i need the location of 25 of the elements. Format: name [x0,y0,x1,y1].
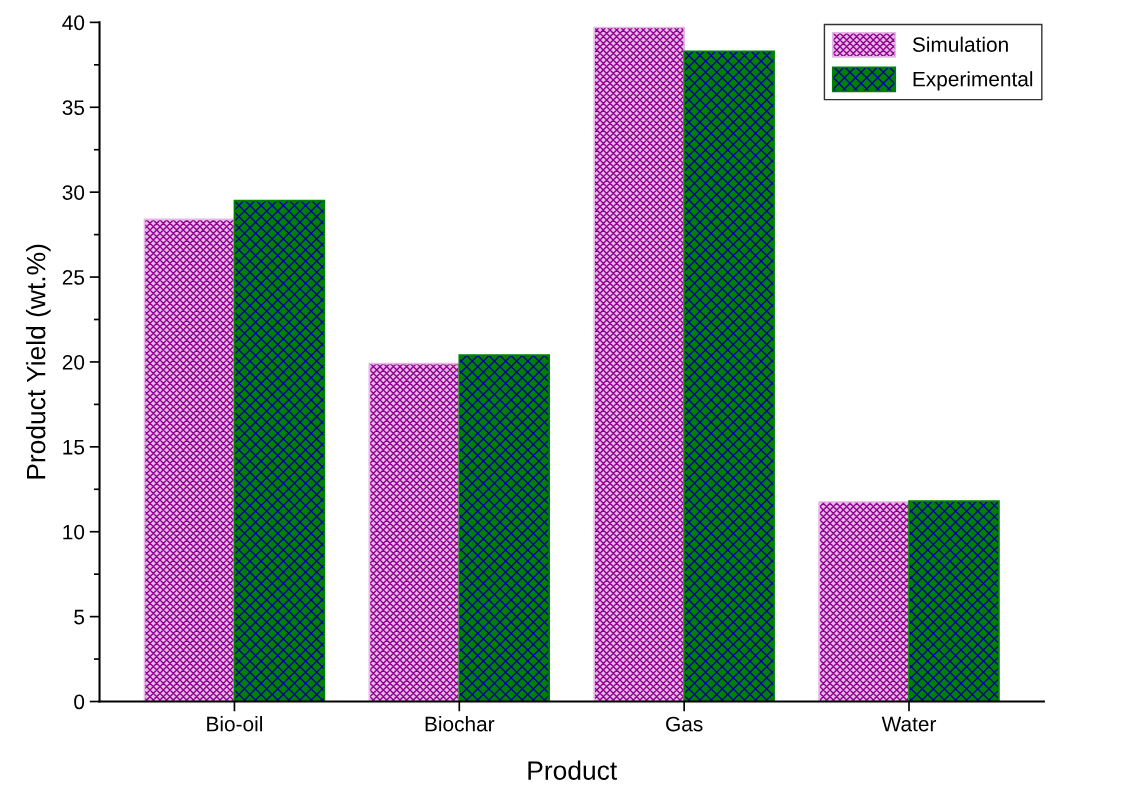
x-tick-label: Water [881,716,937,732]
y-tick-label: 0 [74,694,85,710]
legend-label: Experimental [913,71,1033,91]
bar [458,354,551,702]
bar [908,500,1000,702]
bar [818,501,910,702]
x-tick-label: Biochar [425,716,495,732]
bar [233,199,326,702]
bar [368,362,461,702]
y-tick-label: 35 [62,100,85,116]
x-tick-label: Bio-oil [207,716,262,732]
bar [143,218,236,702]
y-tick-label: 15 [63,440,85,455]
y-axis-title: Product Yield (wt.%) [26,244,51,479]
legend-label: Simulation [912,36,1008,52]
bar [683,50,775,702]
y-tick-label: 30 [62,185,85,200]
y-tick-label: 25 [62,270,85,285]
y-tick-label: 10 [63,524,85,540]
y-tick-label: 40 [62,15,85,31]
x-tick-label: Gas [666,716,703,732]
y-tick-label: 20 [62,354,85,370]
y-tick-label: 5 [74,609,85,625]
bar [593,26,685,702]
x-axis-title: Product [528,760,617,780]
